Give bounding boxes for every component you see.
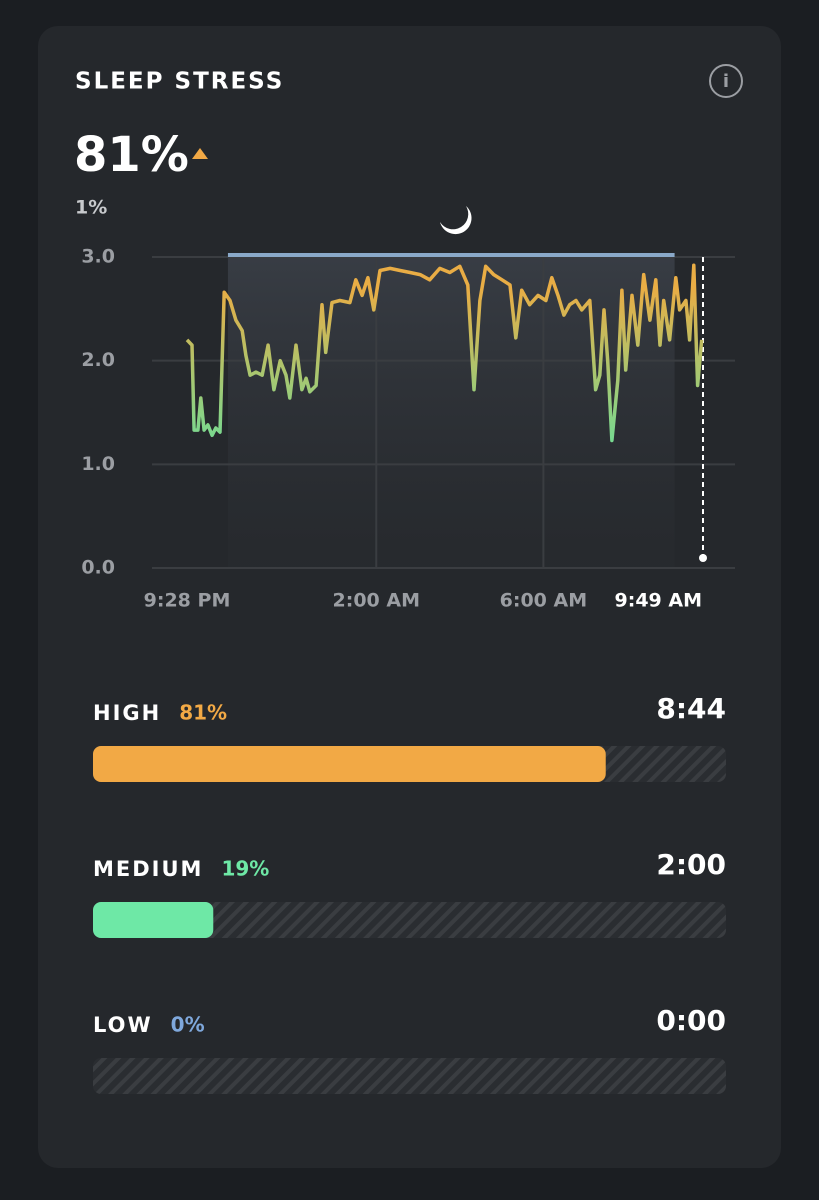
level-percent: 81% (179, 701, 227, 725)
score: 81% (74, 127, 189, 183)
level-name: HIGH (93, 701, 161, 725)
level-duration: 8:44 (656, 692, 726, 725)
bar (93, 746, 606, 782)
y-tick-label: 1.0 (81, 453, 115, 475)
x-tick-label: 2:00 AM (333, 590, 421, 612)
level-name: MEDIUM (93, 857, 203, 881)
bar-track (93, 1058, 726, 1094)
title: SLEEP STRESS (75, 69, 284, 95)
y-tick-label: 3.0 (81, 246, 115, 268)
x-tick-label: 9:49 AM (615, 590, 703, 612)
bar-track (93, 902, 726, 938)
now-dot (699, 554, 707, 562)
plot: 0.0 1.0 2.0 3.0 9:28 PM 2:00 AM 6:00 AM 9:49 AM (81, 246, 735, 612)
level-duration: 2:00 (656, 848, 726, 881)
x-tick-label: 6:00 AM (500, 590, 588, 612)
level-name: LOW (93, 1013, 153, 1037)
bar (93, 902, 214, 938)
level-percent: 0% (171, 1013, 205, 1037)
stress-levels: HIGH 81% 8:44 MEDIUM 19% 2:00 LOW 0% 0:00 (93, 692, 726, 1094)
sleep-area (227, 257, 675, 568)
stress-line (185, 263, 704, 443)
x-tick-label: 9:28 PM (144, 590, 231, 612)
moon-icon (440, 206, 472, 235)
info-icon: i (723, 71, 729, 92)
info-button[interactable] (709, 64, 743, 98)
change: 1% (75, 197, 107, 219)
y-tick-label: 0.0 (81, 557, 115, 579)
y-tick-label: 2.0 (81, 349, 115, 371)
up-arrow (192, 148, 208, 159)
level-percent: 19% (221, 857, 269, 881)
level-duration: 0:00 (656, 1004, 726, 1037)
